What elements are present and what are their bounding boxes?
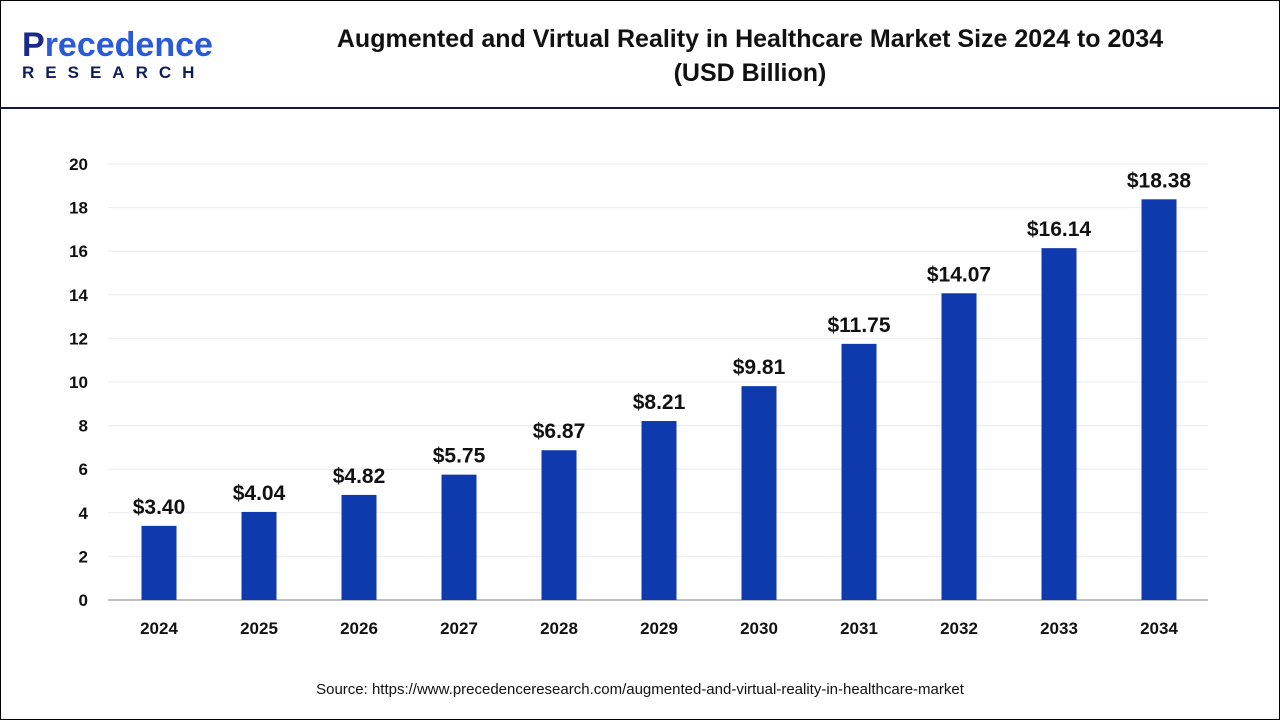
data-label: $18.38 <box>1127 169 1192 192</box>
bar <box>441 474 477 600</box>
logo-subtitle: RESEARCH <box>22 63 206 82</box>
bar <box>941 293 977 600</box>
x-tick-label: 2033 <box>1040 619 1078 638</box>
y-tick-label: 8 <box>79 417 88 436</box>
title-line-1: Augmented and Virtual Reality in Healthc… <box>336 25 1164 53</box>
data-label: $6.87 <box>533 420 586 443</box>
data-label: $3.40 <box>133 496 186 519</box>
data-label: $4.82 <box>333 465 386 488</box>
x-tick-label: 2030 <box>740 619 778 638</box>
y-tick-label: 2 <box>79 547 88 566</box>
data-label: $4.04 <box>233 482 286 505</box>
x-tick-label: 2029 <box>640 619 678 638</box>
chart-title: Augmented and Virtual Reality in Healthc… <box>250 22 1250 90</box>
title-line-2: (USD Billion) <box>673 59 827 87</box>
x-tick-label: 2026 <box>340 619 378 638</box>
y-tick-label: 6 <box>79 460 88 479</box>
bar <box>641 421 677 600</box>
data-label: $11.75 <box>827 314 890 337</box>
y-tick-label: 14 <box>69 286 88 305</box>
data-label: $14.07 <box>927 263 991 286</box>
x-tick-label: 2032 <box>940 619 978 638</box>
logo-name: recedence <box>44 26 213 64</box>
bar <box>841 343 877 600</box>
y-tick-label: 0 <box>79 591 88 610</box>
y-tick-label: 20 <box>69 155 88 174</box>
bar <box>1141 199 1177 601</box>
bar <box>141 525 177 600</box>
logo-letter: P <box>22 26 45 64</box>
y-tick-label: 10 <box>69 373 88 392</box>
data-label: $9.81 <box>733 356 786 379</box>
bar <box>741 386 777 600</box>
data-label: $16.14 <box>1027 218 1092 241</box>
y-tick-label: 12 <box>69 329 88 348</box>
y-tick-label: 16 <box>69 242 88 261</box>
y-tick-label: 18 <box>69 199 88 218</box>
header: Precedence RESEARCH Augmented and Virtua… <box>0 0 1280 109</box>
x-tick-label: 2025 <box>240 619 278 638</box>
data-label: $8.21 <box>633 391 686 414</box>
x-tick-label: 2031 <box>840 619 878 638</box>
bar <box>241 511 277 600</box>
x-tick-label: 2034 <box>1140 619 1178 638</box>
bar <box>541 450 577 600</box>
y-tick-label: 4 <box>79 504 89 523</box>
logo: Precedence RESEARCH <box>22 28 213 83</box>
x-tick-label: 2027 <box>440 619 478 638</box>
data-label: $5.75 <box>433 445 486 468</box>
bar <box>341 494 377 600</box>
x-tick-label: 2028 <box>540 619 578 638</box>
source-text: Source: https://www.precedenceresearch.c… <box>316 681 964 698</box>
x-tick-label: 2024 <box>140 619 178 638</box>
bar <box>1041 248 1077 600</box>
